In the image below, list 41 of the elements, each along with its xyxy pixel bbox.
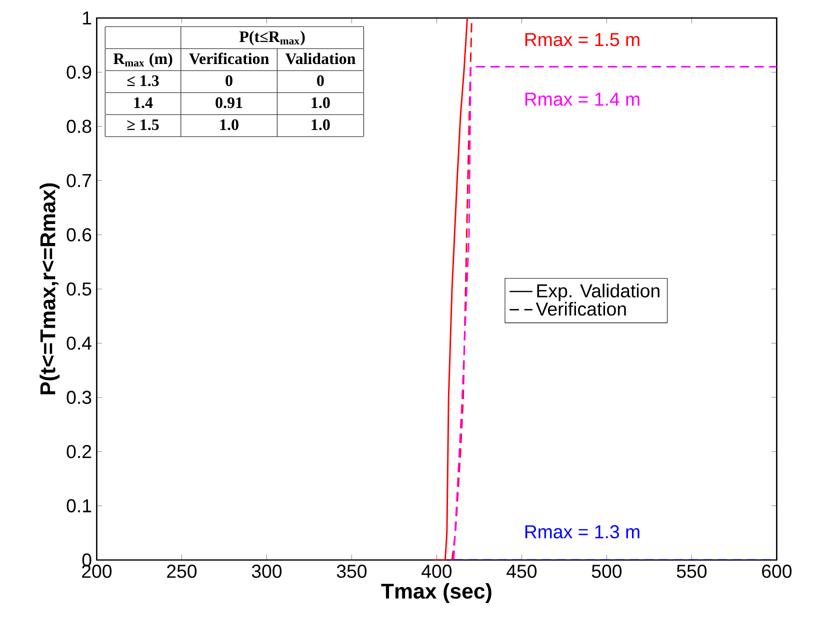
annotation: 1.0 [312, 97, 330, 108]
annotation: R$_{max}$ (m) [113, 52, 172, 68]
annotation: P(t≤R$_{max}$) [239, 30, 305, 46]
y-tick-label: 0.8 [66, 120, 92, 134]
annotation: 1.0 [220, 119, 238, 130]
y-tick-label: 0.5 [66, 282, 92, 296]
y-tick-label: 0.9 [66, 66, 92, 79]
x-axis-title: Tmax (sec) [381, 583, 492, 603]
x-tick-label: 400 [422, 564, 452, 578]
y-tick-label: 1 [83, 12, 92, 24]
text: Verification [536, 302, 626, 316]
y-tick-label: 0.4 [66, 336, 92, 350]
x-tick-label: 500 [592, 564, 622, 578]
y-tick-label: 0.2 [66, 444, 92, 458]
annotation: Verification [189, 52, 269, 64]
x-tick-label: 600 [762, 564, 792, 578]
x-tick-label: 450 [506, 564, 537, 578]
annotation: Rmax = 1.3 m [525, 525, 640, 538]
annotation: ≤ 1.3 [127, 75, 159, 86]
y-axis-title: P(t<=Tmax,r<=Rmax) [40, 183, 60, 394]
annotation: Rmax = 1.4 m [525, 92, 640, 106]
annotation: 0 [317, 75, 324, 86]
x-tick-label: 200 [82, 564, 112, 578]
annotation: Validation [285, 52, 356, 64]
annotation: 0 [226, 75, 232, 86]
annotation: 0.91 [216, 97, 242, 108]
y-tick-label: 0.3 [66, 390, 92, 404]
annotation: 1.0 [312, 119, 330, 130]
y-tick-label: 0.7 [66, 174, 92, 188]
x-tick-label: 250 [167, 564, 197, 578]
y-tick-label: 0.1 [66, 499, 92, 512]
x-tick-label: 550 [676, 564, 707, 578]
text: Exp. Validation [537, 284, 660, 302]
annotation: Rmax = 1.5 m [525, 33, 640, 46]
line-series [452, 66, 777, 560]
y-tick-label: 0.6 [66, 228, 92, 242]
x-tick-label: 300 [252, 564, 282, 578]
x-tick-label: 350 [336, 564, 367, 578]
annotation: ≥ 1.5 [127, 119, 159, 130]
annotation: 1.4 [134, 97, 153, 108]
line-series [432, 18, 468, 560]
